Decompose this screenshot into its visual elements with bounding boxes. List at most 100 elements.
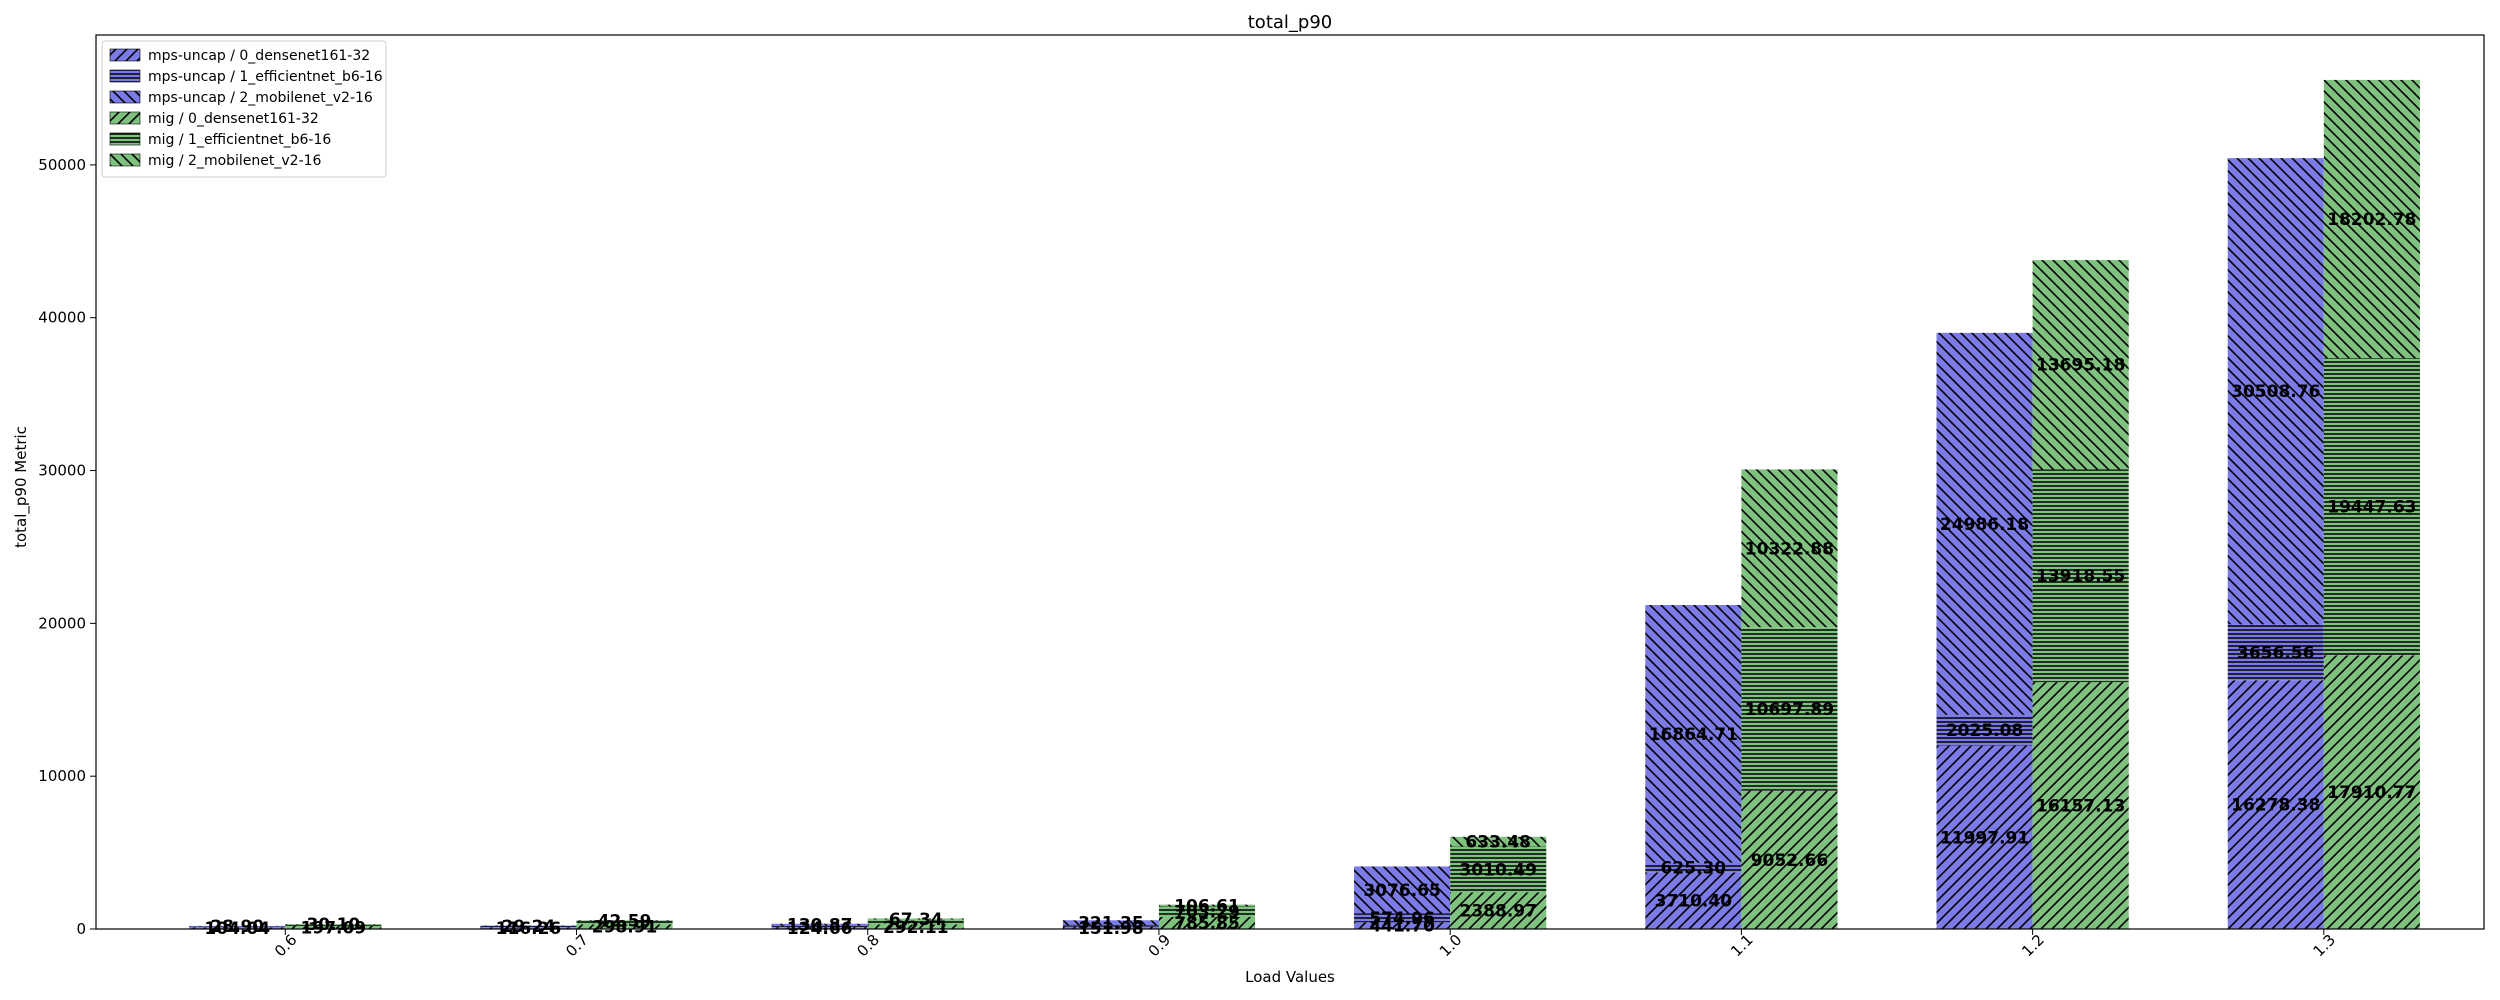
bar-data-label: 2388.97 xyxy=(1460,902,1537,922)
bar-data-label: 29.24 xyxy=(502,917,556,937)
bar-mig-2-mobilenet-v2-16-1-2 xyxy=(2032,260,2129,470)
legend-label: mig / 0_densenet161-32 xyxy=(148,111,319,127)
bar-data-label: 11997.91 xyxy=(1940,828,2029,848)
bar-data-label: 703.29 xyxy=(1174,903,1240,923)
bar-data-label: 10322.88 xyxy=(1745,539,1834,559)
bar-mig-2-mobilenet-v2-16-1-0 xyxy=(1450,836,1547,847)
bar-data-label: 9052.66 xyxy=(1751,851,1828,871)
bar-data-label: 321.35 xyxy=(1078,914,1144,934)
bar-mig-0-densenet161-32-0-6 xyxy=(285,925,382,929)
bar-mps-uncap-0-densenet161-32-1-3 xyxy=(2227,680,2324,929)
bar-data-label: 24986.18 xyxy=(1940,515,2029,535)
bar-mig-1-efficientnet-b6-16-0-8 xyxy=(867,919,964,925)
x-tick-label: 1.2 xyxy=(2018,931,2048,961)
bar-mps-uncap-0-densenet161-32-0-6 xyxy=(189,927,286,929)
bar-mps-uncap-2-mobilenet-v2-16-1-1 xyxy=(1645,605,1742,863)
bar-mig-1-efficientnet-b6-16-0-6 xyxy=(285,924,382,926)
chart-title: total_p90 xyxy=(1248,12,1333,33)
bar-mps-uncap-0-densenet161-32-1-0 xyxy=(1354,922,1451,929)
x-tick-label: 0.6 xyxy=(271,931,301,961)
x-tick-label: 0.9 xyxy=(1145,931,1175,961)
y-tick-label: 20000 xyxy=(38,614,86,632)
legend-label: mps-uncap / 2_mobilenet_v2-16 xyxy=(148,90,373,106)
y-tick-label: 40000 xyxy=(38,309,86,327)
x-tick-label: 0.7 xyxy=(562,931,592,961)
legend-label: mig / 1_efficientnet_b6-16 xyxy=(148,132,331,148)
legend-swatch xyxy=(109,111,141,125)
bar-mig-2-mobilenet-v2-16-0-7 xyxy=(576,920,673,922)
bar-mps-uncap-1-efficientnet-b6-16-0-6 xyxy=(189,926,286,928)
y-tick-label: 50000 xyxy=(38,156,86,174)
x-tick-label: 1.1 xyxy=(1727,931,1757,961)
bar-data-label: 13918.55 xyxy=(2036,567,2125,587)
bar-data-label: 10697.89 xyxy=(1745,700,1834,720)
legend-swatch xyxy=(109,153,141,167)
bar-data-label: 16864.71 xyxy=(1649,725,1738,745)
bar-data-label: 19447.63 xyxy=(2327,498,2416,518)
legend: mps-uncap / 0_densenet161-32 mps-uncap / … xyxy=(101,40,387,178)
legend-label: mps-uncap / 1_efficientnet_b6-16 xyxy=(148,69,383,85)
bar-mps-uncap-1-efficientnet-b6-16-0-9 xyxy=(1062,925,1159,927)
bars-layer xyxy=(189,79,2420,929)
bar-mps-uncap-2-mobilenet-v2-16-1-3 xyxy=(2227,158,2324,625)
bar-data-label: 2025.08 xyxy=(1946,721,2023,741)
bar-mig-1-efficientnet-b6-16-0-9 xyxy=(1158,906,1256,917)
bar-data-label: 3010.49 xyxy=(1460,860,1537,880)
bar-data-label: 13695.18 xyxy=(2036,356,2125,376)
legend-box xyxy=(101,40,387,178)
plot-frame xyxy=(95,34,2485,930)
bar-mps-uncap-2-mobilenet-v2-16-1-0 xyxy=(1354,866,1451,914)
bar-mps-uncap-1-efficientnet-b6-16-1-0 xyxy=(1354,913,1451,923)
y-tick-label: 10000 xyxy=(38,767,86,785)
bar-data-label: 42.59 xyxy=(598,912,652,932)
bar-mps-uncap-0-densenet161-32-0-9 xyxy=(1062,926,1159,929)
bar-mps-uncap-1-efficientnet-b6-16-1-3 xyxy=(2227,624,2324,681)
bar-mps-uncap-0-densenet161-32-0-7 xyxy=(480,927,577,929)
bar-mps-uncap-1-efficientnet-b6-16-0-7 xyxy=(480,926,577,928)
x-tick-label: 1.0 xyxy=(1436,931,1466,961)
bar-data-label: 67.34 xyxy=(889,910,943,930)
legend-label: mig / 2_mobilenet_v2-16 xyxy=(148,153,322,169)
bar-data-label: 28.90 xyxy=(210,917,264,937)
bar-data-label: 17910.77 xyxy=(2327,783,2416,803)
bar-data-label: 633.48 xyxy=(1465,833,1531,853)
bar-mps-uncap-1-efficientnet-b6-16-1-1 xyxy=(1645,862,1742,873)
bar-mps-uncap-2-mobilenet-v2-16-0-9 xyxy=(1062,920,1159,926)
x-tick-label: 1.3 xyxy=(2309,931,2339,961)
bar-data-label: 574.96 xyxy=(1369,909,1435,929)
legend-swatch xyxy=(109,69,141,83)
bar-data-label: 3710.40 xyxy=(1655,892,1733,912)
bar-mig-0-densenet161-32-1-1 xyxy=(1741,790,1838,929)
bar-mig-2-mobilenet-v2-16-1-1 xyxy=(1741,469,1838,628)
bar-data-label: 441.70 xyxy=(1369,917,1435,937)
bar-data-label: 3076.65 xyxy=(1363,881,1440,901)
bar-mps-uncap-2-mobilenet-v2-16-1-2 xyxy=(1936,332,2033,715)
bar-mig-0-densenet161-32-0-7 xyxy=(576,924,673,929)
bar-mps-uncap-2-mobilenet-v2-16-0-8 xyxy=(771,923,868,926)
bar-mig-2-mobilenet-v2-16-0-8 xyxy=(867,918,964,920)
y-tick-label: 30000 xyxy=(38,462,86,480)
bar-data-label: 30508.76 xyxy=(2231,382,2320,402)
bar-mig-1-efficientnet-b6-16-1-0 xyxy=(1450,846,1547,893)
x-axis-label: Load Values xyxy=(1245,968,1335,986)
bar-data-label: 16278.38 xyxy=(2231,796,2320,816)
bar-mig-1-efficientnet-b6-16-1-1 xyxy=(1741,627,1838,791)
legend-swatch xyxy=(109,90,141,104)
bar-data-label: 625.30 xyxy=(1661,859,1727,879)
bar-mig-0-densenet161-32-1-3 xyxy=(2323,655,2420,929)
bar-mps-uncap-0-densenet161-32-1-2 xyxy=(1936,745,2033,929)
bar-mig-1-efficientnet-b6-16-1-3 xyxy=(2323,358,2420,656)
bar-mig-0-densenet161-32-0-8 xyxy=(867,924,964,929)
bar-data-label: 130.87 xyxy=(787,916,853,936)
bar-data-label: 16157.13 xyxy=(2036,797,2125,817)
bar-data-label: 18202.78 xyxy=(2327,210,2416,230)
legend-swatch xyxy=(109,132,141,146)
bar-data-label: 106.61 xyxy=(1174,896,1240,916)
y-axis-label: total_p90 Metric xyxy=(12,426,31,548)
bar-data-label: 298.91 xyxy=(592,918,658,938)
bar-mps-uncap-0-densenet161-32-1-1 xyxy=(1645,872,1742,929)
legend-swatch xyxy=(109,48,141,62)
y-tick-label: 0 xyxy=(76,920,86,938)
